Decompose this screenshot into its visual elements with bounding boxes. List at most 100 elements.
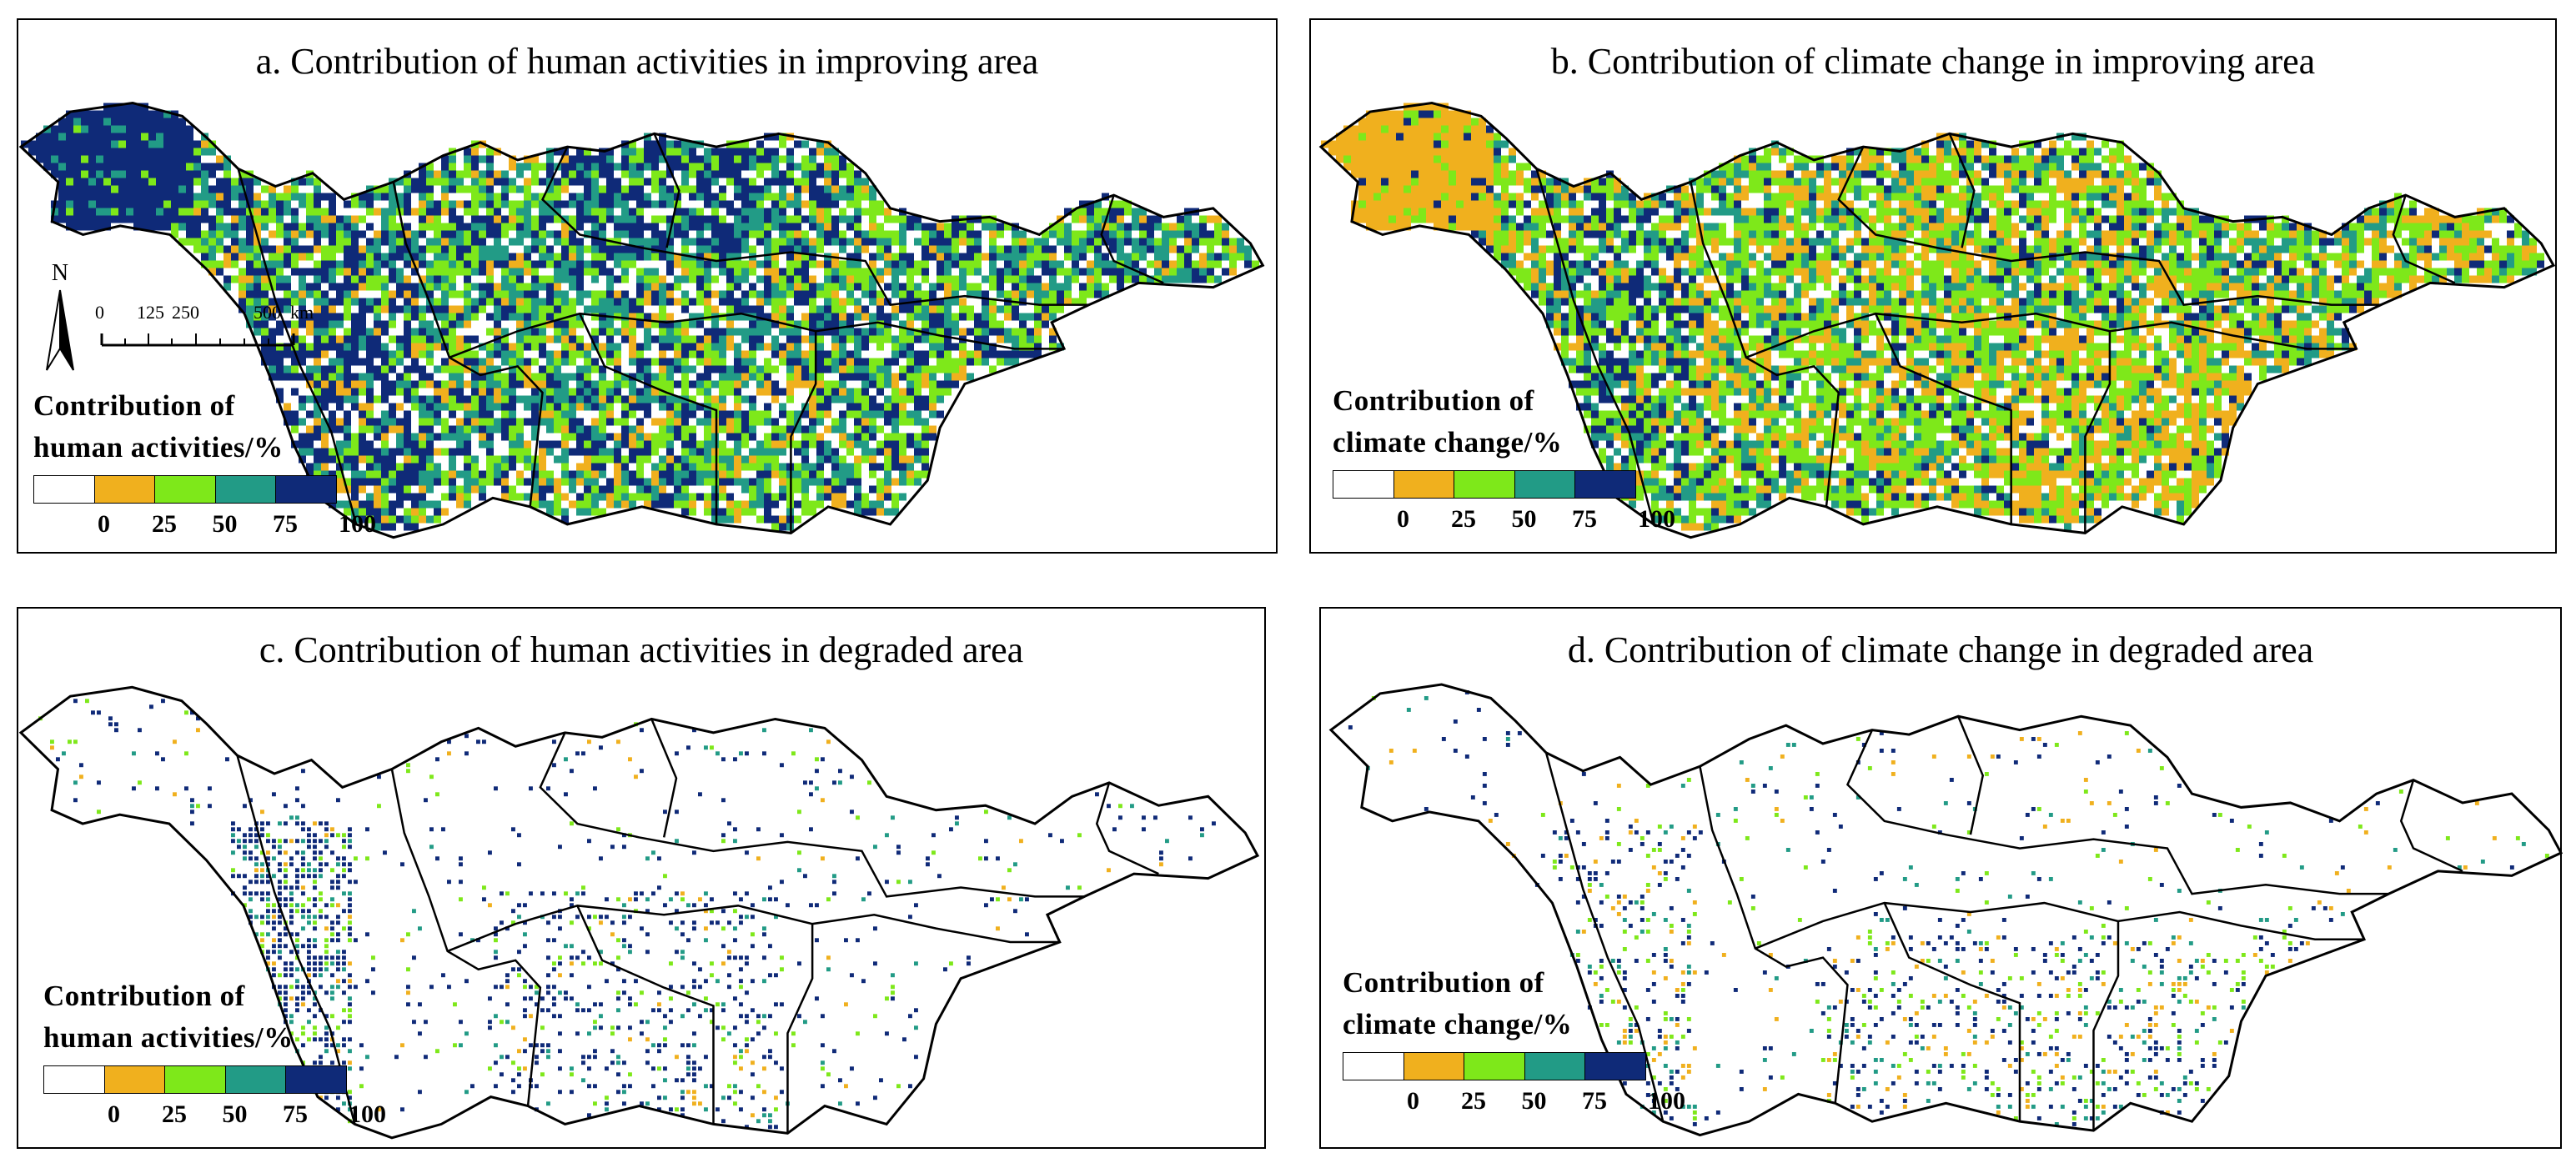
legend-swatches-a	[33, 475, 337, 505]
legend-ticks-c: 0 25 50 75 100	[43, 1095, 386, 1129]
scale-labels: 0 125 250 500 km	[95, 302, 370, 327]
subbasin-boundary	[390, 769, 542, 1106]
subbasin-boundary	[2084, 331, 2112, 534]
legend-ticks-a: 0 25 50 75 100	[33, 505, 376, 539]
legend-tick-label: 50	[212, 510, 238, 538]
subbasin-boundary	[1957, 715, 1985, 835]
subbasin-boundary	[653, 133, 680, 248]
subbasin-boundary	[236, 754, 356, 1125]
subbasin-boundary	[447, 905, 1060, 953]
legend-swatch-no-data	[1343, 1052, 1404, 1080]
legend-tick-label: 0	[108, 1100, 120, 1128]
legend-tick-label: 75	[1582, 1087, 1607, 1115]
basin-map-d	[1328, 683, 2563, 1137]
subbasin-boundary	[1948, 133, 1976, 248]
legend-swatch-25-50	[164, 1065, 226, 1094]
subbasin-boundary	[2399, 780, 2463, 872]
basin-outline	[18, 685, 1260, 1140]
subbasin-boundary	[1837, 146, 2382, 307]
subbasin-boundary	[650, 718, 678, 838]
legend-tick-label: 25	[152, 510, 177, 538]
legend-swatch-no-data	[33, 475, 95, 504]
legend-b: Contribution of climate change/% 0 25 50 75…	[1333, 380, 1675, 534]
legend-title-line2-d: climate change/%	[1343, 1008, 1573, 1040]
legend-tick-label: 50	[1511, 505, 1537, 533]
legend-title-line1-d: Contribution of	[1343, 966, 1544, 999]
legend-tick-label: 0	[98, 510, 110, 538]
panel-title-d: d. Contribution of climate change in deg…	[1567, 629, 2314, 670]
legend-tick-label: 25	[1451, 505, 1476, 533]
legend-swatch-75-100	[275, 475, 337, 504]
legend-swatch-0-25	[1393, 470, 1455, 499]
subbasin-boundary	[1883, 902, 2021, 1122]
scale-bar	[100, 333, 295, 347]
legend-title-line1-b: Contribution of	[1333, 384, 1534, 417]
subbasin-boundary	[1755, 901, 2365, 950]
legend-swatch-no-data	[43, 1065, 105, 1094]
subbasin-boundary	[1095, 782, 1159, 875]
raster-cells	[38, 699, 1216, 1130]
basin-map-a	[18, 101, 1265, 539]
scale-label-125: 125	[137, 302, 164, 323]
scale-label-250: 250	[172, 302, 199, 323]
subbasin-boundary	[449, 312, 1065, 359]
legend-swatch-50-75	[214, 475, 277, 504]
legend-tick-label: 100	[1638, 505, 1675, 533]
legend-swatch-50-75	[1514, 470, 1576, 499]
legend-swatch-75-100	[285, 1065, 347, 1094]
legend-tick-label: 100	[349, 1100, 386, 1128]
legend-ticks-d: 0 25 50 75 100	[1343, 1082, 1685, 1115]
subbasin-boundary	[237, 168, 358, 525]
legend-swatch-25-50	[1464, 1052, 1525, 1080]
basin-map-b	[1318, 101, 2556, 539]
subbasin-boundary	[579, 313, 718, 524]
north-arrow-icon: N	[46, 260, 74, 371]
legend-swatch-50-75	[1524, 1052, 1586, 1080]
panel-title-c: c. Contribution of human activities in d…	[259, 629, 1024, 670]
legend-tick-label: 25	[1461, 1087, 1486, 1115]
legend-swatches-b	[1333, 470, 1636, 500]
scale-label-500: 500	[254, 302, 281, 323]
subbasin-boundary	[1845, 729, 2389, 895]
legend-swatch-50-75	[224, 1065, 287, 1094]
subbasin-boundary	[1874, 313, 2012, 524]
legend-swatches-d	[1343, 1052, 1646, 1082]
map-panel-c: c. Contribution of human activities in d…	[17, 607, 1266, 1149]
map-panel-b: b. Contribution of climate change in imp…	[1309, 18, 2557, 554]
raster-cells	[1348, 690, 2549, 1126]
legend-tick-label: 100	[339, 510, 376, 538]
subbasin-boundary	[790, 331, 817, 534]
legend-swatch-0-25	[1403, 1052, 1465, 1080]
legend-title-line1-a: Contribution of	[33, 389, 235, 422]
legend-tick-label: 75	[283, 1100, 308, 1128]
legend-swatches-c	[43, 1065, 347, 1095]
map-panel-a: a. Contribution of human activities in i…	[17, 18, 1278, 554]
scale-label-0: 0	[95, 302, 104, 323]
legend-title-line2-c: human activities/%	[43, 1021, 294, 1054]
subbasin-boundary	[2092, 920, 2120, 1131]
basin-outline	[1328, 683, 2563, 1137]
subbasin-boundary	[392, 182, 544, 507]
raster-cells	[21, 103, 1259, 531]
legend-swatch-75-100	[1584, 1052, 1646, 1080]
scale-unit: km	[290, 302, 314, 323]
subbasin-boundary	[786, 924, 814, 1134]
legend-d: Contribution of climate change/% 0 25 50 75…	[1343, 962, 1685, 1115]
map-panel-d: d. Contribution of climate change in deg…	[1319, 607, 2563, 1149]
legend-tick-label: 50	[222, 1100, 248, 1128]
legend-swatch-no-data	[1333, 470, 1394, 499]
subbasin-boundary	[1690, 182, 1840, 507]
panel-title-a: a. Contribution of human activities in i…	[255, 41, 1039, 82]
legend-a: Contribution of human activities/% 0 25 50…	[33, 385, 376, 539]
legend-tick-label: 75	[1572, 505, 1597, 533]
legend-tick-label: 50	[1521, 1087, 1547, 1115]
subbasin-boundary	[1535, 168, 1655, 525]
legend-tick-label: 25	[162, 1100, 187, 1128]
legend-swatch-75-100	[1574, 470, 1636, 499]
basin-map-c	[18, 685, 1260, 1140]
legend-tick-label: 0	[1407, 1087, 1419, 1115]
panel-title-b: b. Contribution of climate change in imp…	[1550, 41, 2316, 82]
legend-title-line2-a: human activities/%	[33, 431, 284, 464]
north-label: N	[52, 260, 68, 286]
subbasin-boundary	[2392, 194, 2456, 284]
